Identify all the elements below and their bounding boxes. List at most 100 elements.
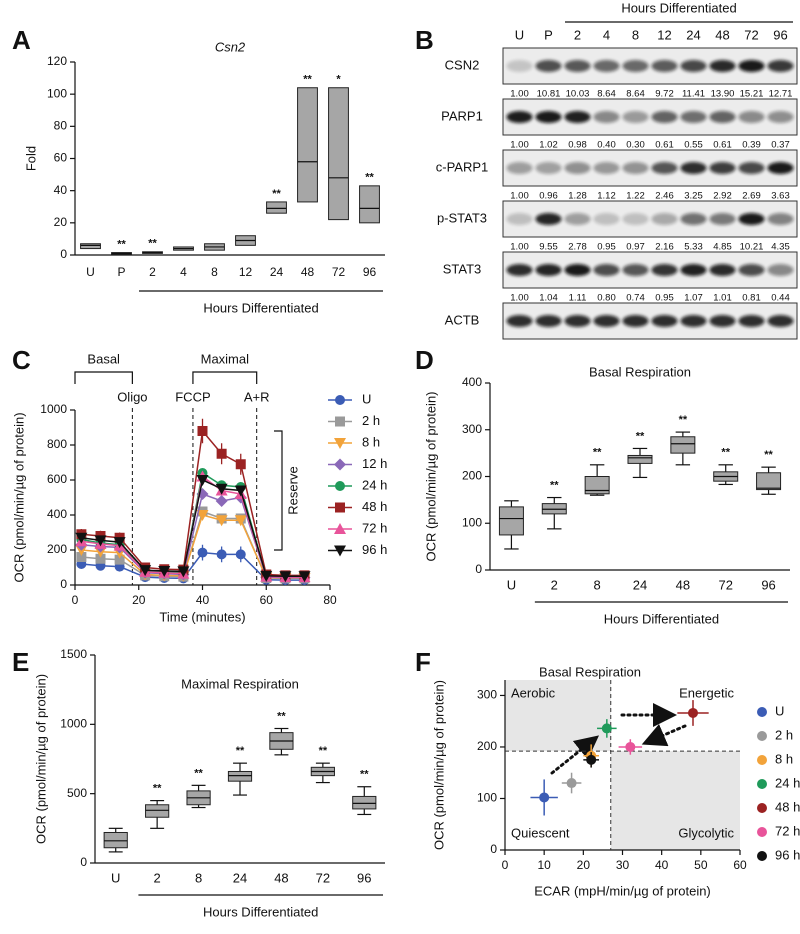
legend-label: 2 h	[775, 727, 793, 742]
quantification: 2.69	[742, 191, 761, 202]
quantification: 4.35	[771, 242, 790, 253]
legend-marker	[757, 827, 767, 837]
y-tick-label: 100	[477, 791, 497, 805]
band	[622, 111, 649, 123]
marker	[158, 566, 171, 577]
x-tick-label: 96	[363, 265, 377, 279]
phase-bracket	[192, 371, 258, 384]
box	[352, 795, 377, 810]
band	[564, 213, 591, 225]
y-axis-label: Fold	[23, 146, 38, 171]
band	[680, 264, 707, 276]
injection-label: Oligo	[117, 389, 147, 404]
band	[651, 162, 678, 174]
x-tick-label: 8	[594, 577, 601, 592]
chart-title: Basal Respiration	[539, 664, 641, 679]
y-tick-label: 1000	[60, 717, 87, 731]
x-axis-label: ECAR (mpH/min/µg of protein)	[534, 883, 711, 898]
band	[709, 60, 736, 72]
quantification: 9.55	[539, 242, 558, 253]
quantification: 1.28	[568, 191, 587, 202]
band	[535, 60, 562, 72]
marker	[215, 515, 228, 527]
quantification: 10.81	[537, 89, 561, 100]
band	[651, 315, 678, 327]
y-tick-label: 300	[462, 422, 482, 436]
y-tick-label: 0	[80, 855, 87, 869]
x-tick-label: 0	[502, 858, 509, 872]
quantification: 0.39	[742, 140, 761, 151]
band	[738, 213, 765, 225]
y-tick-label: 500	[67, 786, 87, 800]
band	[564, 60, 591, 72]
quadrant-shade	[610, 751, 740, 850]
x-tick-label: 8	[195, 870, 202, 885]
lane-label: 24	[686, 27, 700, 42]
row-label: CSN2	[445, 57, 480, 72]
legend-label: 72 h	[362, 520, 387, 535]
x-tick-label: 50	[694, 858, 708, 872]
x-tick-label: U	[86, 265, 95, 279]
marker	[197, 426, 208, 436]
y-tick-label: 0	[490, 842, 497, 856]
marker	[215, 483, 228, 495]
quantification: 3.63	[771, 191, 790, 202]
band	[535, 213, 562, 225]
panel-letter: B	[415, 25, 434, 55]
legend-label: 2 h	[362, 413, 380, 428]
row-label: p-STAT3	[437, 210, 487, 225]
band	[767, 60, 794, 72]
quantification: 1.00	[510, 293, 529, 304]
bar	[359, 185, 380, 224]
band	[709, 111, 736, 123]
significance: **	[593, 447, 602, 459]
x-tick-label: 10	[537, 858, 551, 872]
band	[738, 315, 765, 327]
band	[651, 264, 678, 276]
legend-label: 24 h	[362, 477, 387, 492]
box	[756, 472, 782, 491]
x-tick-label: 24	[233, 870, 247, 885]
x-tick-label: 2	[149, 265, 156, 279]
quantification: 11.41	[682, 89, 705, 100]
quantification: 1.04	[539, 293, 558, 304]
band	[651, 213, 678, 225]
quantification: 10.03	[566, 89, 590, 100]
x-tick-label: 20	[577, 858, 591, 872]
band	[738, 264, 765, 276]
band	[680, 111, 707, 123]
row-label: STAT3	[443, 261, 482, 276]
significance: **	[679, 414, 688, 426]
significance: **	[236, 745, 245, 757]
band	[709, 213, 736, 225]
marker	[197, 547, 208, 558]
band	[622, 60, 649, 72]
legend-marker	[335, 481, 345, 491]
quantification: 15.21	[740, 89, 764, 100]
legend-label: 96 h	[362, 542, 387, 557]
quantification: 0.61	[655, 140, 674, 151]
significance: **	[550, 479, 559, 491]
quantification: 1.11	[569, 293, 587, 304]
significance: *	[336, 74, 341, 86]
significance: **	[636, 430, 645, 442]
quantification: 4.85	[713, 242, 732, 253]
quadrant-label: Energetic	[679, 685, 734, 700]
panel-letter: F	[415, 647, 431, 677]
significance: **	[194, 767, 203, 779]
legend-label: 8 h	[362, 434, 380, 449]
marker	[216, 549, 227, 560]
y-tick-label: 1000	[40, 402, 67, 416]
marker	[298, 571, 311, 583]
marker	[279, 571, 292, 583]
y-tick-label: 100	[47, 86, 67, 100]
quantification: 10.21	[740, 242, 764, 253]
x-tick-label: 48	[676, 577, 690, 592]
y-tick-label: 200	[477, 739, 497, 753]
band	[535, 111, 562, 123]
point	[566, 778, 577, 789]
legend-marker	[757, 803, 767, 813]
legend-label: U	[362, 391, 371, 406]
legend-label: 72 h	[775, 823, 800, 838]
marker	[113, 537, 126, 549]
